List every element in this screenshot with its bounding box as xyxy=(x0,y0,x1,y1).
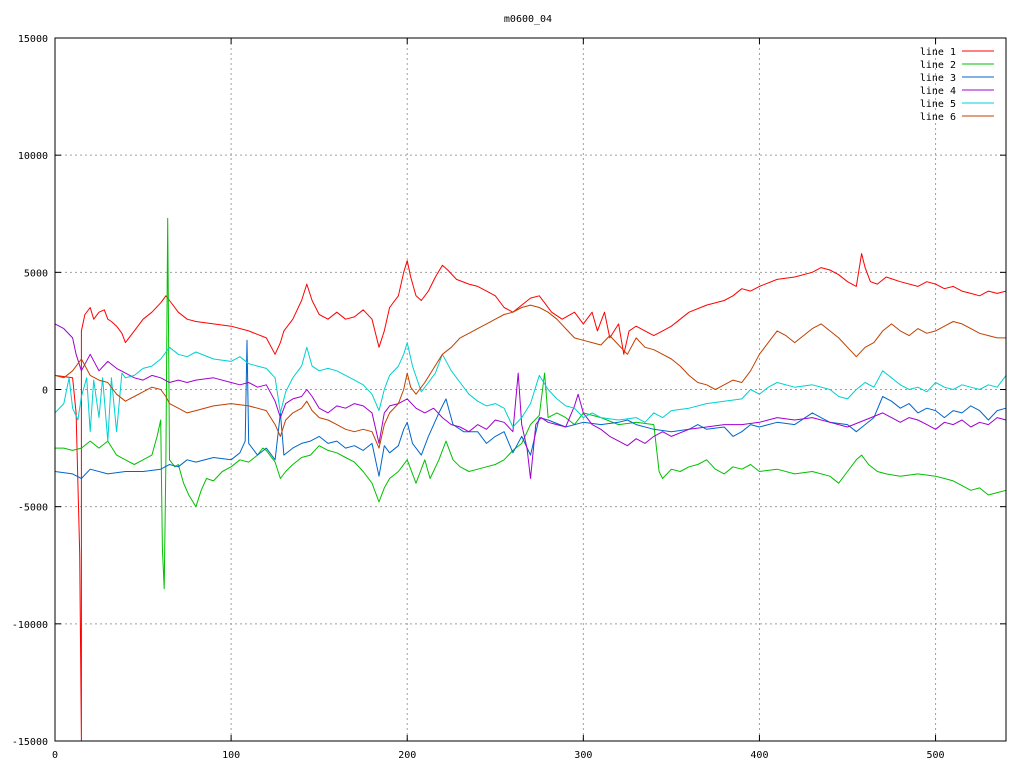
series-line-2 xyxy=(55,217,1007,590)
legend-label: line 3 xyxy=(920,73,956,84)
y-tick-label: -15000 xyxy=(12,737,48,748)
x-tick-label: 100 xyxy=(222,750,240,761)
legend-label: line 5 xyxy=(920,99,956,110)
x-tick-label: 300 xyxy=(574,750,592,761)
chart-title: m0600_04 xyxy=(504,14,552,25)
grid xyxy=(55,38,1006,741)
plot-frame xyxy=(54,37,1007,742)
series-line-6 xyxy=(54,304,1006,449)
x-tick-label: 500 xyxy=(927,750,945,761)
series-line-4 xyxy=(54,323,1007,479)
legend-label: line 1 xyxy=(920,47,956,58)
x-tick-label: 200 xyxy=(398,750,416,761)
legend: line 1 line 2 line 3 line 4 line 5 line 6 xyxy=(920,47,994,123)
y-tick-label: 5000 xyxy=(24,268,48,279)
y-tick-label: 10000 xyxy=(18,151,48,162)
y-tick-label: -10000 xyxy=(12,620,48,631)
legend-label: line 4 xyxy=(920,86,956,97)
series-line-3 xyxy=(54,339,1007,479)
x-tick-label: 400 xyxy=(750,750,768,761)
y-tick-label: 0 xyxy=(42,386,48,397)
series-line-1 xyxy=(54,253,1007,742)
y-tick-label: -5000 xyxy=(18,503,48,514)
x-tick-label: 0 xyxy=(52,750,58,761)
series-line-5 xyxy=(54,342,1007,442)
plot-area xyxy=(54,217,1007,742)
axis-ticks: 0 100 200 300 400 500 -15000 -10000 -5000 0 5000 10… xyxy=(12,34,1006,761)
legend-label: line 2 xyxy=(920,60,956,71)
legend-label: line 6 xyxy=(920,112,956,123)
y-tick-label: 15000 xyxy=(18,34,48,45)
